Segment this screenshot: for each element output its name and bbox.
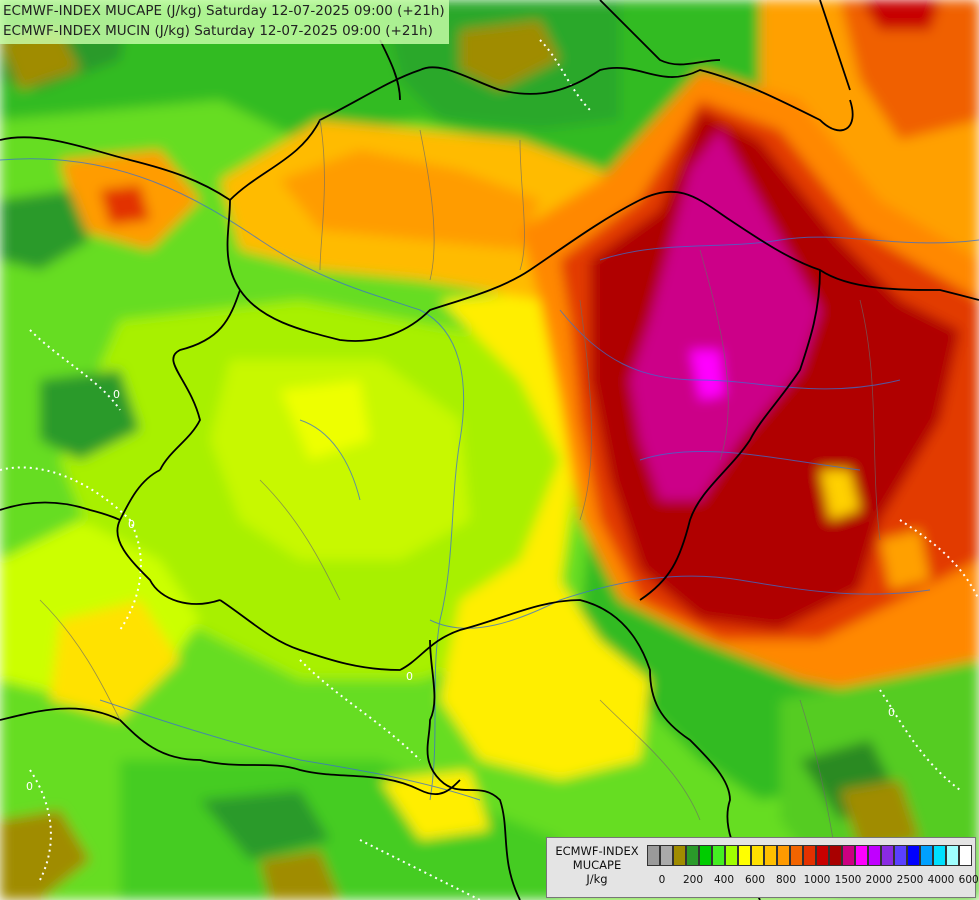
legend-swatch (933, 845, 946, 866)
legend-tick-label: 800 (775, 874, 797, 886)
legend-tick-label: 6000 (958, 874, 979, 886)
legend-tick-label: 600 (744, 874, 766, 886)
legend-tick-label: 2000 (865, 874, 893, 886)
legend-swatch (673, 845, 686, 866)
legend-ticks: 0 200 400 600 800 100015002000250040006000 (647, 874, 979, 890)
legend-swatch (946, 845, 959, 866)
legend-title: ECMWF-INDEX MUCAPE J/kg (547, 844, 647, 886)
legend-swatch (712, 845, 725, 866)
legend-swatch (803, 845, 816, 866)
legend-tick-label: 400 (713, 874, 735, 886)
legend-swatch (868, 845, 881, 866)
legend-swatch (699, 845, 712, 866)
contour-label: 0 (113, 388, 120, 401)
color-legend: ECMWF-INDEX MUCAPE J/kg 0 200 400 600 800 100… (546, 837, 979, 898)
title-mucin: ECMWF-INDEX MUCIN (J/kg) Saturday 12-07-… (3, 23, 433, 39)
legend-swatch (829, 845, 842, 866)
legend-tick-label: 4000 (927, 874, 955, 886)
legend-swatch (777, 845, 790, 866)
legend-unit: J/kg (586, 872, 608, 886)
legend-swatches (647, 845, 972, 866)
contour-label: 0 (128, 518, 135, 531)
legend-swatch (920, 845, 933, 866)
legend-swatch (907, 845, 920, 866)
admin-borders (39, 119, 881, 881)
legend-tick-label: 0 (658, 874, 666, 886)
legend-tick-label: 1500 (834, 874, 862, 886)
title-mucape: ECMWF-INDEX MUCAPE (J/kg) Saturday 12-07… (3, 3, 445, 19)
mucin-zero-contours (0, 39, 979, 900)
legend-tick-label: 2500 (896, 874, 924, 886)
legend-swatch (842, 845, 855, 866)
legend-swatch (855, 845, 868, 866)
contour-label: 0 (406, 670, 413, 683)
legend-title-line1: ECMWF-INDEX (555, 844, 639, 858)
legend-swatch (686, 845, 699, 866)
legend-swatch (881, 845, 894, 866)
legend-swatch (725, 845, 738, 866)
legend-swatch (751, 845, 764, 866)
legend-swatch (959, 845, 972, 866)
legend-swatch (647, 845, 660, 866)
contour-label: 0 (26, 780, 33, 793)
legend-swatch (660, 845, 673, 866)
legend-swatch (790, 845, 803, 866)
legend-swatch (738, 845, 751, 866)
map-title-box: ECMWF-INDEX MUCAPE (J/kg) Saturday 12-07… (0, 0, 449, 44)
legend-swatch (816, 845, 829, 866)
legend-swatch (764, 845, 777, 866)
legend-title-line2: MUCAPE (572, 858, 622, 872)
contour-label: 0 (888, 706, 895, 719)
legend-swatch (894, 845, 907, 866)
legend-tick-label: 200 (682, 874, 704, 886)
rivers (0, 158, 979, 801)
legend-tick-label: 1000 (803, 874, 831, 886)
